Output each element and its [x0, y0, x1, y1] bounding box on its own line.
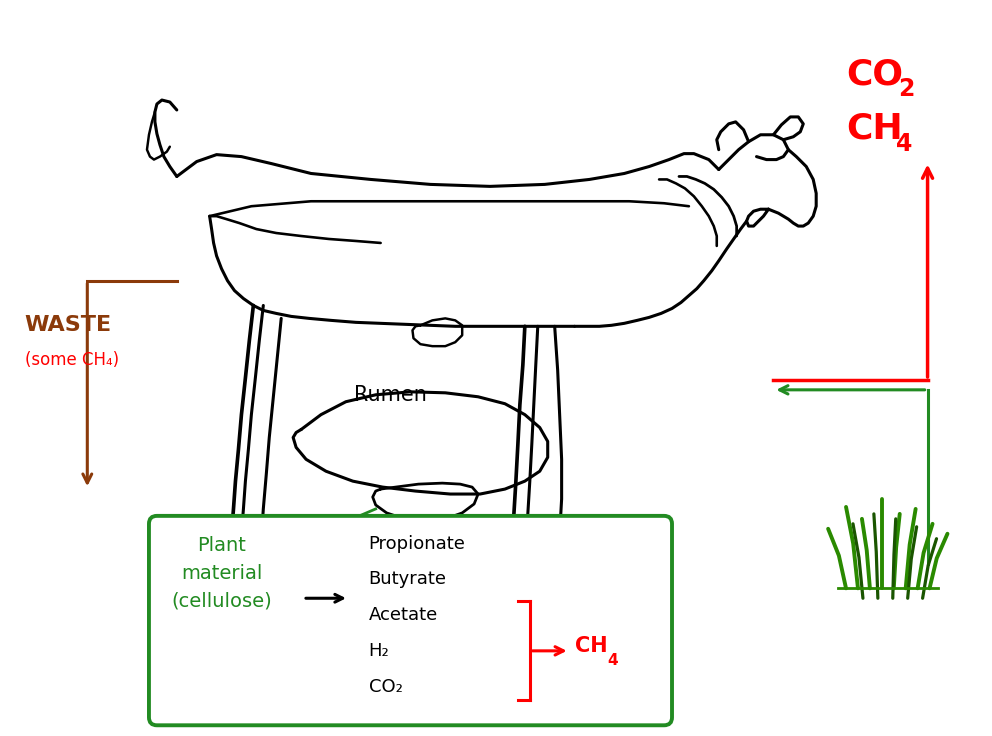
Text: 2: 2 [898, 77, 914, 102]
Text: 4: 4 [607, 654, 618, 668]
Text: CO: CO [846, 57, 903, 91]
Text: WASTE: WASTE [25, 315, 112, 336]
Text: (some CH₄): (some CH₄) [25, 351, 119, 369]
FancyBboxPatch shape [149, 516, 672, 725]
Text: Propionate: Propionate [369, 534, 465, 553]
Text: Rumen: Rumen [354, 385, 427, 405]
Text: 4: 4 [896, 132, 912, 156]
Text: Acetate: Acetate [369, 606, 437, 624]
Text: Butyrate: Butyrate [369, 570, 446, 588]
Text: H₂: H₂ [369, 642, 390, 660]
Text: CH: CH [574, 636, 607, 656]
Text: Plant
material
(cellulose): Plant material (cellulose) [172, 536, 272, 611]
Text: CO₂: CO₂ [369, 678, 403, 696]
Text: CH: CH [846, 112, 903, 146]
